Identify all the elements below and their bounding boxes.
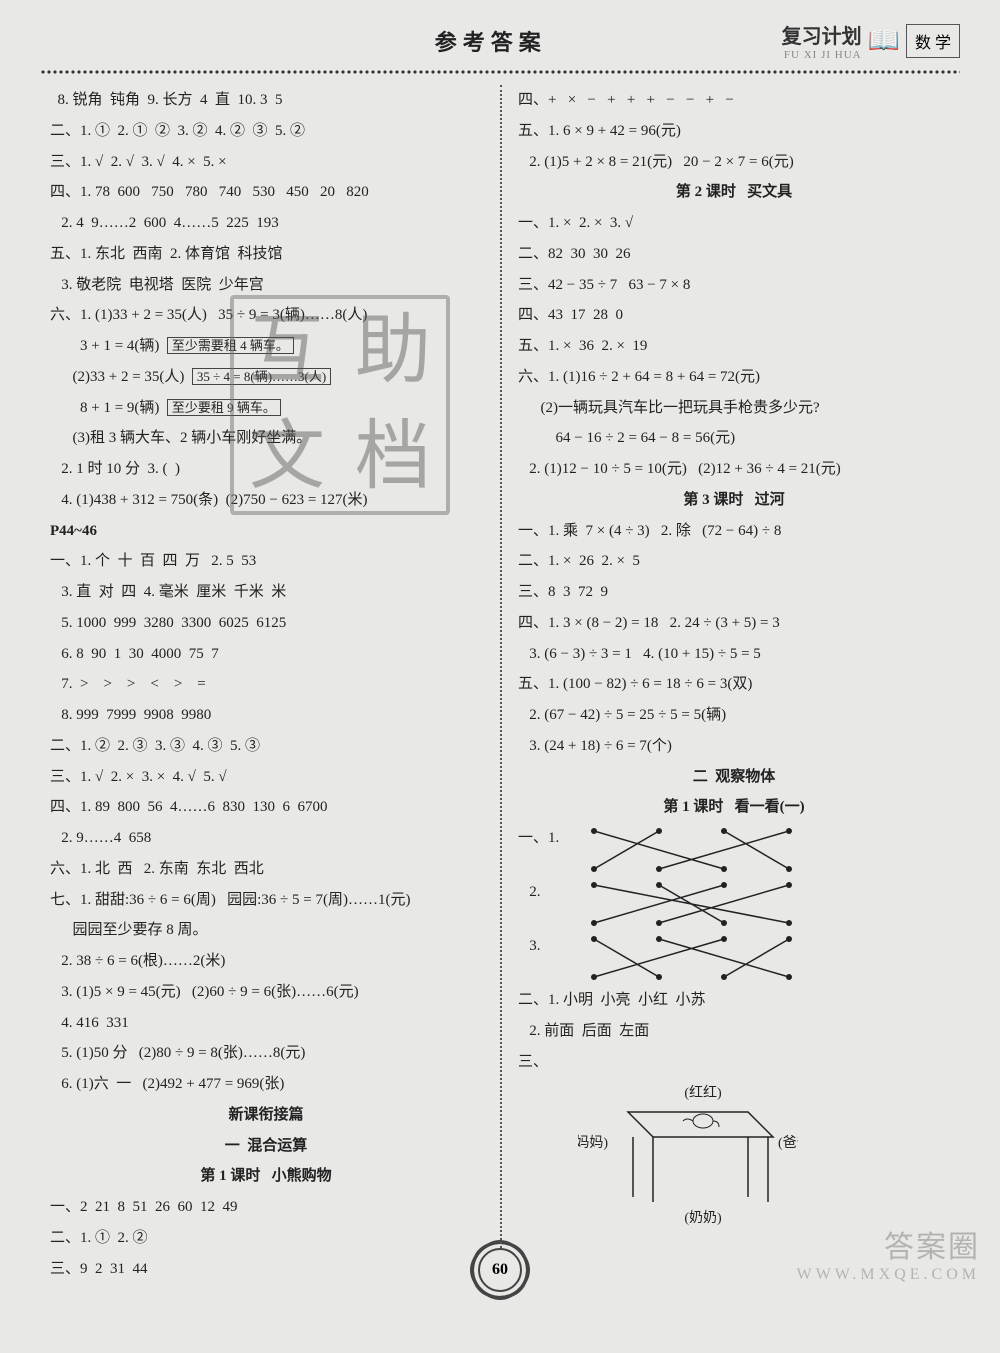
answer-line: 五、1. (100 − 82) ÷ 6 = 18 ÷ 6 = 3(双) <box>518 669 950 700</box>
answer-line: 64 − 16 ÷ 2 = 64 − 8 = 56(元) <box>518 423 950 454</box>
boxed-text: 至少需要租 4 辆车。 <box>167 337 294 354</box>
matching-diagram-1 <box>564 823 824 877</box>
answer-line: 2. 4 9……2 600 4……5 225 193 <box>50 208 482 239</box>
page-title: 参考答案 <box>200 25 782 57</box>
header-subtitle-area: 复习计划 FU XI JI HUA 📖 数 学 <box>782 20 960 61</box>
site-watermark: 答案圈 WWW.MXQE.COM <box>797 1222 980 1284</box>
answer-line: 3. (24 + 18) ÷ 6 = 7(个) <box>518 731 950 762</box>
divider <box>40 69 960 75</box>
answer-line: (2)33 + 2 = 35(人) 35 ÷ 4 = 8(辆)……3(人) <box>50 362 482 393</box>
answer-line: 三、42 − 35 ÷ 7 63 − 7 × 8 <box>518 270 950 301</box>
section-heading: 二 观察物体 <box>518 762 950 793</box>
answer-line: 四、1. 78 600 750 780 740 530 450 20 820 <box>50 177 482 208</box>
subject-badge: 数 学 <box>906 24 960 58</box>
answer-line: 6. (1)六 一 (2)492 + 477 = 969(张) <box>50 1069 482 1100</box>
wm-text: 答案圈 <box>884 1231 980 1264</box>
answer-line: 一、1. <box>518 823 564 854</box>
section-heading: 一 混合运算 <box>50 1131 482 1162</box>
answer-line: 五、1. 东北 西南 2. 体育馆 科技馆 <box>50 239 482 270</box>
answer-line: 六、1. (1)16 ÷ 2 + 64 = 8 + 64 = 72(元) <box>518 362 950 393</box>
table-diagram: (红红) (妈妈) (爸爸) (奶奶) <box>578 1077 798 1227</box>
section-heading: 第 3 课时 过河 <box>518 485 950 516</box>
answer-line: 一、1. × 2. × 3. √ <box>518 208 950 239</box>
answer-line: 三、8 3 72 9 <box>518 577 950 608</box>
answer-line: 4. 416 331 <box>50 1008 482 1039</box>
answer-line: 四、1. 3 × (8 − 2) = 18 2. 24 ÷ (3 + 5) = … <box>518 608 950 639</box>
answer-line: 5. 1000 999 3280 3300 6025 6125 <box>50 608 482 639</box>
wm-url: WWW.MXQE.COM <box>797 1266 980 1284</box>
section-heading: 第 2 课时 买文具 <box>518 177 950 208</box>
page-header: 参考答案 复习计划 FU XI JI HUA 📖 数 学 <box>40 20 960 61</box>
answer-line: 六、1. 北 西 2. 东南 东北 西北 <box>50 854 482 885</box>
section-heading: 第 1 课时 小熊购物 <box>50 1161 482 1192</box>
answer-line: 3. <box>518 931 564 962</box>
page-ref: P44~46 <box>50 516 482 547</box>
page-number: 60 <box>492 1261 508 1279</box>
answer-line: 2. (67 − 42) ÷ 5 = 25 ÷ 5 = 5(辆) <box>518 700 950 731</box>
answer-line: 五、1. 6 × 9 + 42 = 96(元) <box>518 116 950 147</box>
answer-line: 二、1. 小明 小亮 小红 小苏 <box>518 985 950 1016</box>
answer-line: 8 + 1 = 9(辆) 至少要租 9 辆车。 <box>50 393 482 424</box>
svg-text:(妈妈): (妈妈) <box>578 1135 608 1151</box>
answer-line: 五、1. × 36 2. × 19 <box>518 331 950 362</box>
right-column: 四、+ × − + + + − − + − 五、1. 6 × 9 + 42 = … <box>500 85 960 1284</box>
answer-line: 四、43 17 28 0 <box>518 300 950 331</box>
column-separator <box>500 85 502 1284</box>
answer-line: 二、1. ① 2. ① ② 3. ② 4. ② ③ 5. ② <box>50 116 482 147</box>
header-pinyin: FU XI JI HUA <box>782 49 862 61</box>
answer-line: 3. (1)5 × 9 = 45(元) (2)60 ÷ 9 = 6(张)……6(… <box>50 977 482 1008</box>
answer-line: 3. 敬老院 电视塔 医院 少年宫 <box>50 270 482 301</box>
answer-line: 一、2 21 8 51 26 60 12 49 <box>50 1192 482 1223</box>
answer-line: 8. 999 7999 9908 9980 <box>50 700 482 731</box>
section-heading: 第 1 课时 看一看(一) <box>518 792 950 823</box>
answer-line: 四、+ × − + + + − − + − <box>518 85 950 116</box>
answer-line: 三、1. √ 2. √ 3. √ 4. × 5. × <box>50 147 482 178</box>
answer-line: 二、1. ② 2. ③ 3. ③ 4. ③ 5. ③ <box>50 731 482 762</box>
answer-line: 8. 锐角 钝角 9. 长方 4 直 10. 3 5 <box>50 85 482 116</box>
answer-line: 2. 1 时 10 分 3. ( ) <box>50 454 482 485</box>
svg-text:(爸爸): (爸爸) <box>778 1135 798 1151</box>
answer-line: 4. (1)438 + 312 = 750(条) (2)750 − 623 = … <box>50 485 482 516</box>
answer-line: 2. (1)12 − 10 ÷ 5 = 10(元) (2)12 + 36 ÷ 4… <box>518 454 950 485</box>
matching-diagram-2 <box>564 877 824 931</box>
answer-line: 2. 38 ÷ 6 = 6(根)……2(米) <box>50 946 482 977</box>
svg-text:(奶奶): (奶奶) <box>684 1210 722 1226</box>
header-subtitle: 复习计划 <box>782 20 862 49</box>
answer-line: 2. 9……4 658 <box>50 823 482 854</box>
answer-line: 6. 8 90 1 30 4000 75 7 <box>50 639 482 670</box>
answer-line: (3)租 3 辆大车、2 辆小车刚好坐满。 <box>50 423 482 454</box>
matching-diagram-3 <box>564 931 824 985</box>
answer-line: 四、1. 89 800 56 4……6 830 130 6 6700 <box>50 792 482 823</box>
answer-line: 一、1. 乘 7 × (4 ÷ 3) 2. 除 (72 − 64) ÷ 8 <box>518 516 950 547</box>
boxed-text: 35 ÷ 4 = 8(辆)……3(人) <box>192 368 331 385</box>
answer-line: 二、1. × 26 2. × 5 <box>518 546 950 577</box>
answer-line: 2. 前面 后面 左面 <box>518 1016 950 1047</box>
answer-line: 六、1. (1)33 + 2 = 35(人) 35 ÷ 9 = 3(辆)……8(… <box>50 300 482 331</box>
answer-line: 园园至少要存 8 周。 <box>50 915 482 946</box>
boxed-text: 至少要租 9 辆车。 <box>167 399 281 416</box>
svg-text:(红红): (红红) <box>684 1085 722 1101</box>
answer-line: 3. (6 − 3) ÷ 3 = 1 4. (10 + 15) ÷ 5 = 5 <box>518 639 950 670</box>
page-number-badge: 60 <box>478 1248 522 1292</box>
answer-line: 3 + 1 = 4(辆) 至少需要租 4 辆车。 <box>50 331 482 362</box>
answer-line: 三、1. √ 2. × 3. × 4. √ 5. √ <box>50 762 482 793</box>
book-icon: 📖 <box>868 26 900 56</box>
answer-line: 二、82 30 30 26 <box>518 239 950 270</box>
left-column: 互 助 文 档 8. 锐角 钝角 9. 长方 4 直 10. 3 5 二、1. … <box>40 85 500 1284</box>
answer-line: 一、1. 个 十 百 四 万 2. 5 53 <box>50 546 482 577</box>
answer-line: 三、 <box>518 1047 950 1078</box>
answer-line: 3. 直 对 四 4. 毫米 厘米 千米 米 <box>50 577 482 608</box>
section-heading: 新课衔接篇 <box>50 1100 482 1131</box>
answer-line: 2. <box>518 877 564 908</box>
answer-line: 7. > > > < > = <box>50 669 482 700</box>
answer-line: 5. (1)50 分 (2)80 ÷ 9 = 8(张)……8(元) <box>50 1038 482 1069</box>
content-columns: 互 助 文 档 8. 锐角 钝角 9. 长方 4 直 10. 3 5 二、1. … <box>40 85 960 1284</box>
answer-line: 2. (1)5 + 2 × 8 = 21(元) 20 − 2 × 7 = 6(元… <box>518 147 950 178</box>
answer-line: (2)一辆玩具汽车比一把玩具手枪贵多少元? <box>518 393 950 424</box>
answer-line: 七、1. 甜甜:36 ÷ 6 = 6(周) 园园:36 ÷ 5 = 7(周)……… <box>50 885 482 916</box>
page: 参考答案 复习计划 FU XI JI HUA 📖 数 学 互 助 文 档 8. … <box>0 0 1000 1304</box>
